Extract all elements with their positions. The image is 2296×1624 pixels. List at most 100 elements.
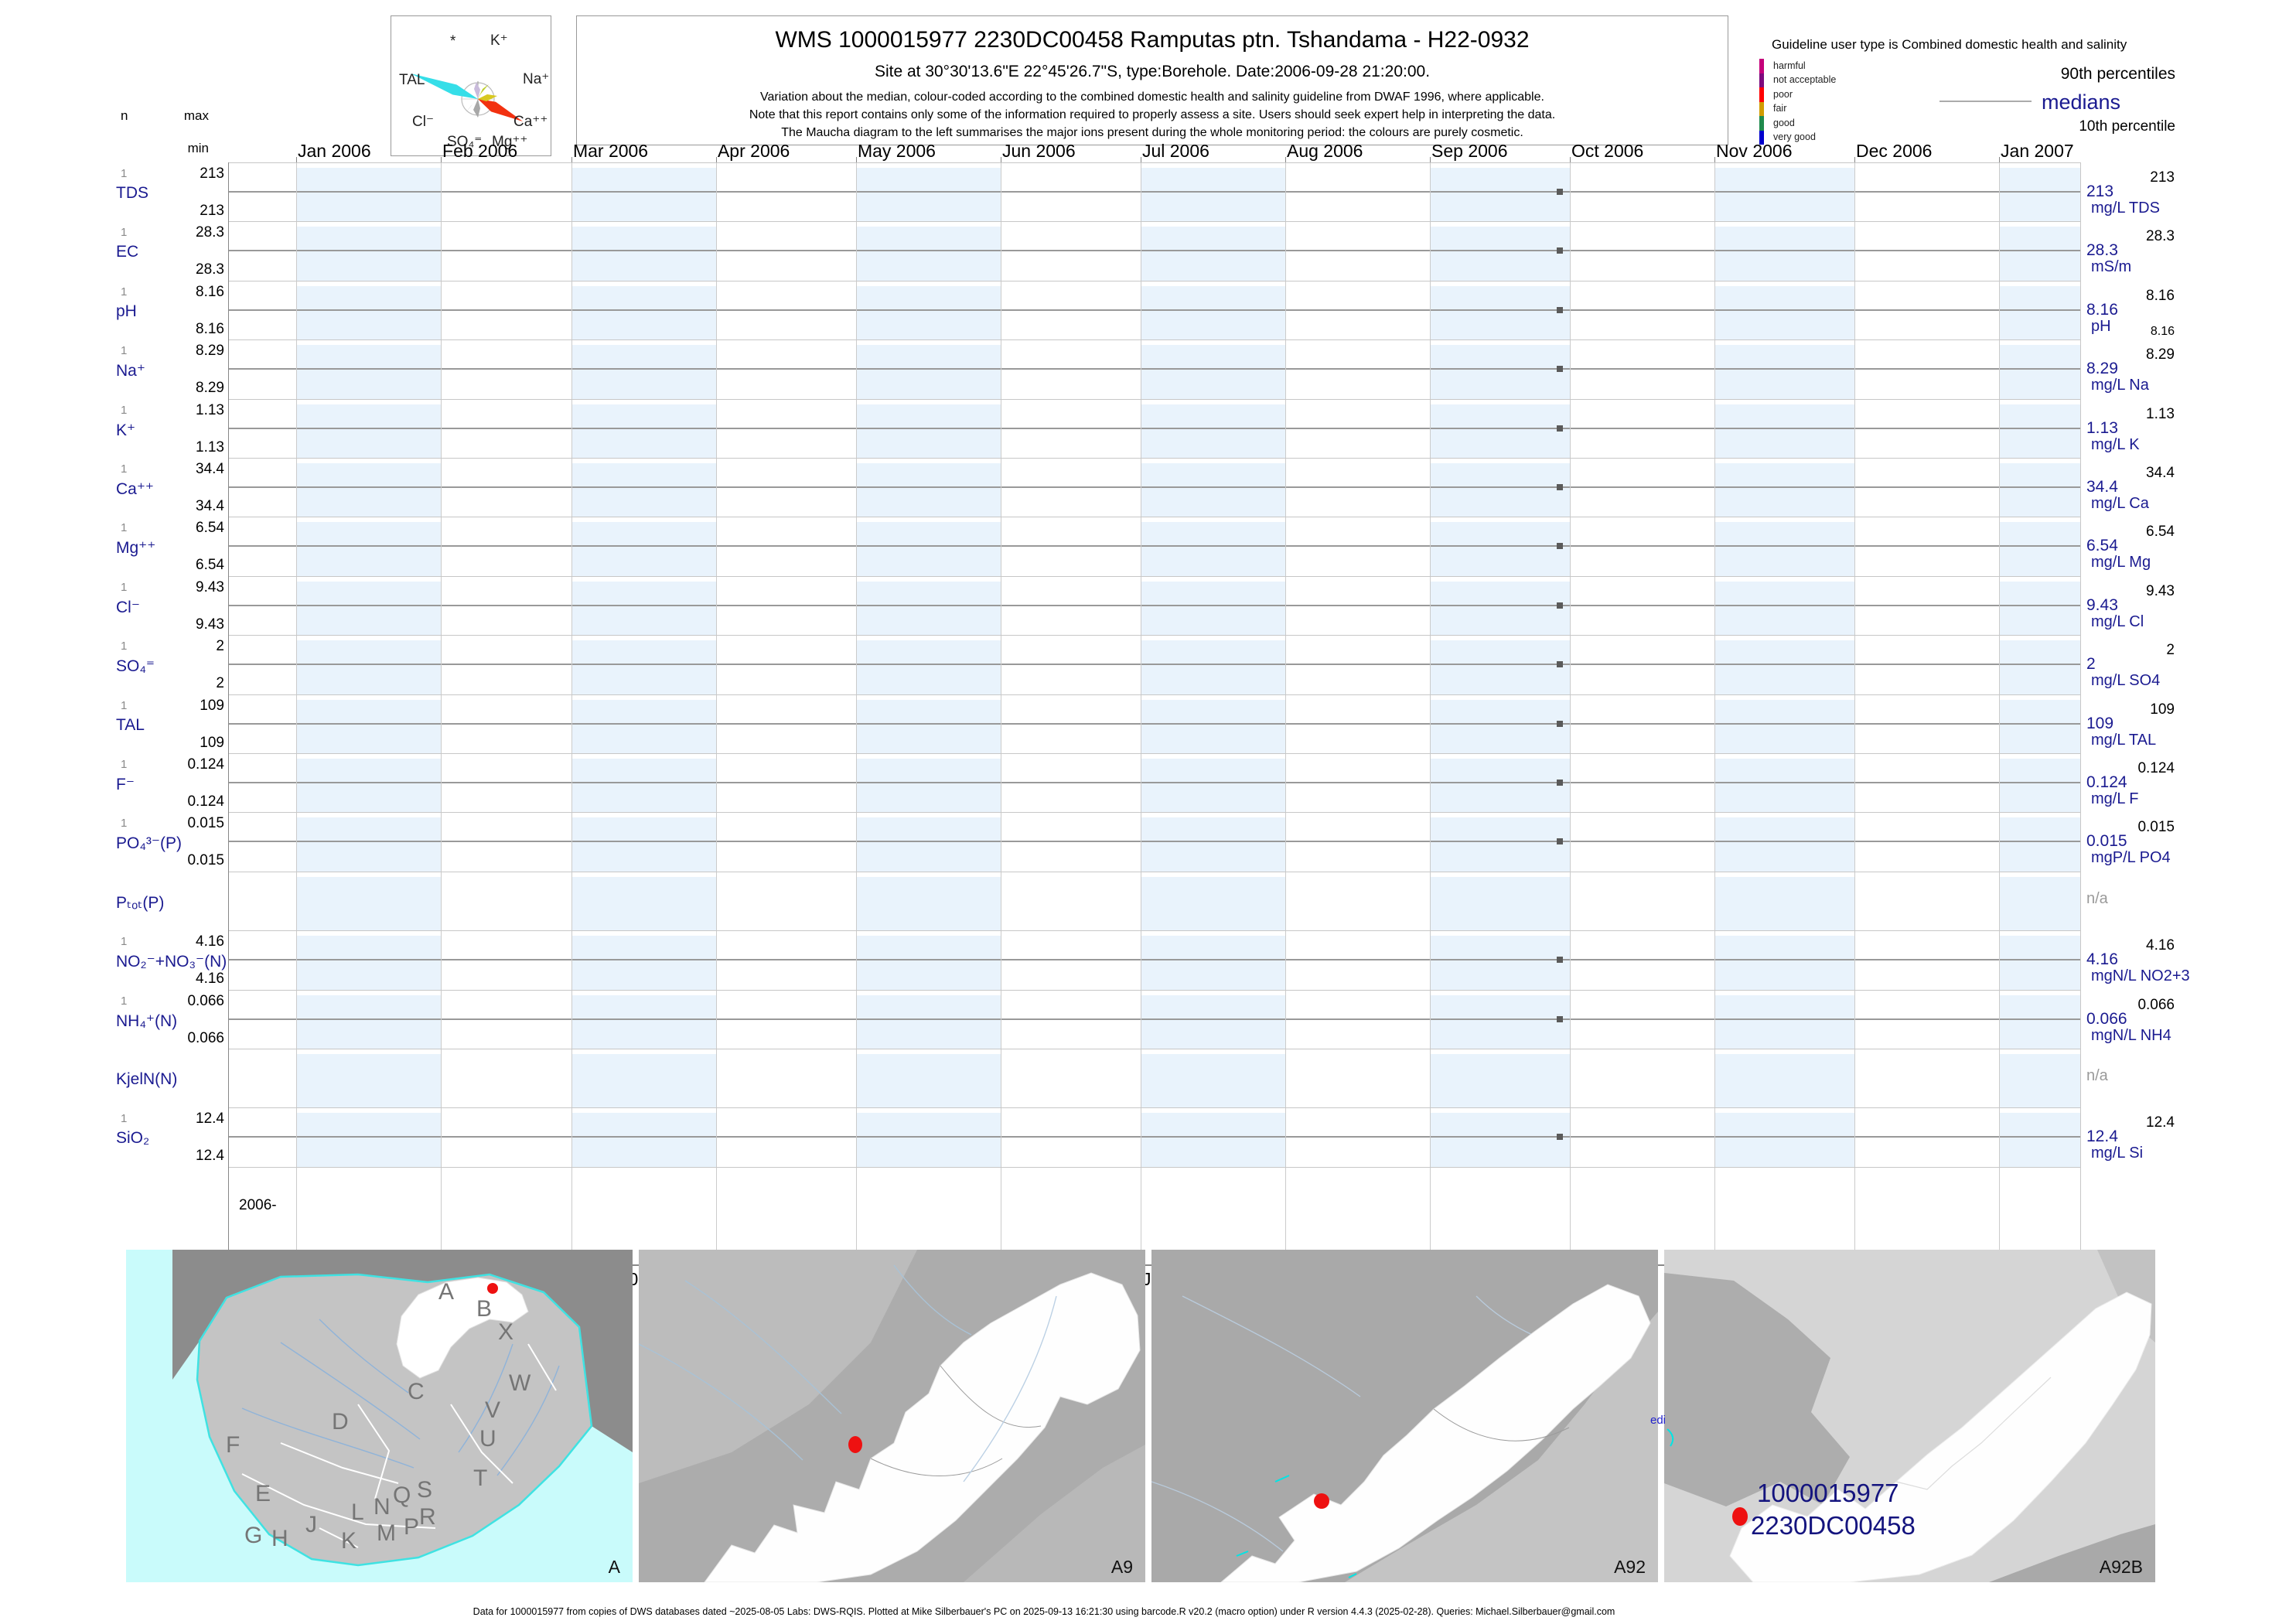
plot-right-border (2080, 162, 2081, 1264)
row-boundary-line (228, 575, 2080, 577)
drainage-region-letter: E (255, 1481, 271, 1506)
unit-label: mg/L Ca (2091, 495, 2149, 512)
guideline-heading: Guideline user type is Combined domestic… (1772, 37, 2127, 52)
guideline-bar-segment (1759, 59, 1764, 73)
maucha-label-na: Na⁺ (523, 71, 550, 87)
guideline-class-label: poor (1773, 88, 1793, 100)
guideline-class-label: fair (1773, 103, 1787, 114)
parameter-name: F⁻ (116, 776, 135, 793)
row-top-gap (228, 989, 2080, 995)
parameter-row: 1 2 SO₄⁼ 2 2 2 mg/L SO4 (0, 635, 2296, 694)
unit-label: mg/L SO4 (2091, 672, 2161, 690)
map-panel-a92: A92 (1151, 1250, 1658, 1582)
parameter-row: 1 109 TAL 109 109 109 mg/L TAL (0, 694, 2296, 753)
unit-label: mS/m (2091, 258, 2132, 276)
median-line (228, 841, 2080, 843)
guideline-bar-segment (1759, 101, 1764, 116)
axis-tick-top (296, 157, 297, 162)
unit-label: mg/L TDS (2091, 200, 2160, 217)
report-note-1: Variation about the median, colour-coded… (760, 90, 1544, 104)
parameter-row: 1 8.16 pH 8.16 8.16 8.16 pH 8.16 (0, 280, 2296, 339)
month-label-top: May 2006 (857, 141, 936, 161)
max-column-header: max (183, 108, 209, 123)
axis-tick-top (1570, 157, 1571, 162)
sample-point (1557, 602, 1564, 609)
map-corner-label-a92: A92 (1614, 1557, 1646, 1577)
parameter-row: 1 6.54 Mg⁺⁺ 6.54 6.54 6.54 mg/L Mg (0, 517, 2296, 575)
plot-left-border (228, 162, 229, 1264)
sample-count: 1 (121, 344, 128, 358)
rivers (241, 1319, 560, 1476)
month-gridline (1714, 162, 1716, 1264)
month-label-top: Jun 2006 (1001, 141, 1076, 161)
sample-count: 1 (121, 817, 128, 831)
row-top-gap (228, 221, 2080, 227)
internal-boundaries (870, 1365, 1042, 1476)
min-value: 2 (216, 675, 224, 692)
min-value: 9.43 (196, 616, 224, 633)
gray-region-w (1664, 1273, 1850, 1506)
parameter-name: Cl⁻ (116, 598, 140, 616)
drainage-region-letter: A (438, 1279, 455, 1305)
percentile90-value: 8.16 (2146, 287, 2175, 304)
median-line (228, 309, 2080, 311)
unit-label: mg/L Si (2091, 1145, 2144, 1162)
month-label-top: Jul 2006 (1141, 141, 1209, 161)
dam-cyan (1667, 1428, 1674, 1447)
row-top-gap (228, 339, 2080, 346)
row-boundary-line (228, 753, 2080, 754)
drainage-region-letter: U (479, 1426, 496, 1452)
median-value: 12.4 (2086, 1128, 2118, 1146)
percentile90-value: 9.43 (2146, 582, 2175, 599)
month-gridline (1999, 162, 2001, 1264)
percentile90-value: 34.4 (2146, 465, 2175, 481)
lighter-region-e (1345, 1312, 1658, 1582)
row-top-gap (228, 1049, 2080, 1054)
maucha-label-mg: Mg⁺⁺ (492, 134, 528, 150)
median-line (228, 664, 2080, 666)
month-gridline (1570, 162, 1571, 1264)
maucha-ca-wedge (478, 99, 523, 121)
sample-point (1557, 838, 1564, 845)
sample-point (1557, 780, 1564, 786)
parameter-name: K⁺ (116, 421, 136, 439)
region-a-highlight (396, 1277, 529, 1379)
max-value: 8.29 (196, 343, 224, 360)
median-line (228, 782, 2080, 783)
month-gridline (855, 162, 857, 1264)
row-top-gap (228, 517, 2080, 523)
row-top-gap (228, 162, 2080, 168)
report-note-3: The Maucha diagram to the left summarise… (781, 126, 1523, 139)
parameter-name: EC (116, 243, 139, 261)
map-panel-a9: A9 (639, 1250, 1145, 1582)
site-marker-dot (1732, 1507, 1748, 1526)
max-value: 0.066 (187, 992, 224, 1009)
guideline-bar-segment (1759, 130, 1764, 145)
maucha-label-so4: SO₄⁼ (447, 134, 483, 150)
unit-label: mg/L Mg (2091, 554, 2151, 571)
row-top-gap (228, 812, 2080, 818)
parameter-row: 1 34.4 Ca⁺⁺ 34.4 34.4 34.4 mg/L Ca (0, 458, 2296, 517)
sample-count: 1 (121, 226, 128, 240)
month-label-top: Mar 2006 (572, 141, 649, 161)
parameter-row: 1 0.015 PO₄³⁻(P) 0.015 0.015 0.015 mgP/L… (0, 812, 2296, 871)
max-value: 9.43 (196, 578, 224, 595)
row-top-gap (228, 753, 2080, 759)
parameter-row: Pₜₒₜ(P) n/a (0, 871, 2296, 930)
not-available-label: n/a (2086, 1067, 2108, 1084)
dams-cyan (1236, 1475, 1357, 1578)
sample-point (1557, 247, 1564, 254)
lighter-region-se (964, 1445, 1145, 1582)
a9-basin-map (639, 1250, 1145, 1582)
axis-tick-top (571, 157, 572, 162)
min-value: 8.16 (196, 320, 224, 337)
parameter-name: Na⁺ (116, 362, 145, 380)
map-corner-label-a9: A9 (1110, 1557, 1133, 1577)
neighbouring-land (172, 1250, 633, 1452)
drainage-region-letter: H (271, 1526, 288, 1551)
map-corner-label-a: A (608, 1557, 620, 1577)
row-boundary-line (228, 398, 2080, 400)
min-value: 6.54 (196, 557, 224, 574)
drainage-region-letter: M (377, 1520, 396, 1546)
